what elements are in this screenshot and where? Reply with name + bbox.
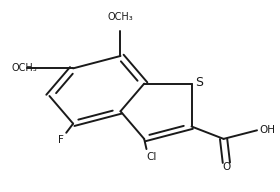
Text: S: S — [195, 76, 203, 89]
Text: OCH₃: OCH₃ — [11, 63, 37, 73]
Text: Cl: Cl — [146, 152, 156, 162]
Text: O: O — [223, 162, 231, 172]
Text: F: F — [58, 135, 64, 145]
Text: OH: OH — [260, 125, 276, 135]
Text: OCH₃: OCH₃ — [108, 12, 133, 22]
